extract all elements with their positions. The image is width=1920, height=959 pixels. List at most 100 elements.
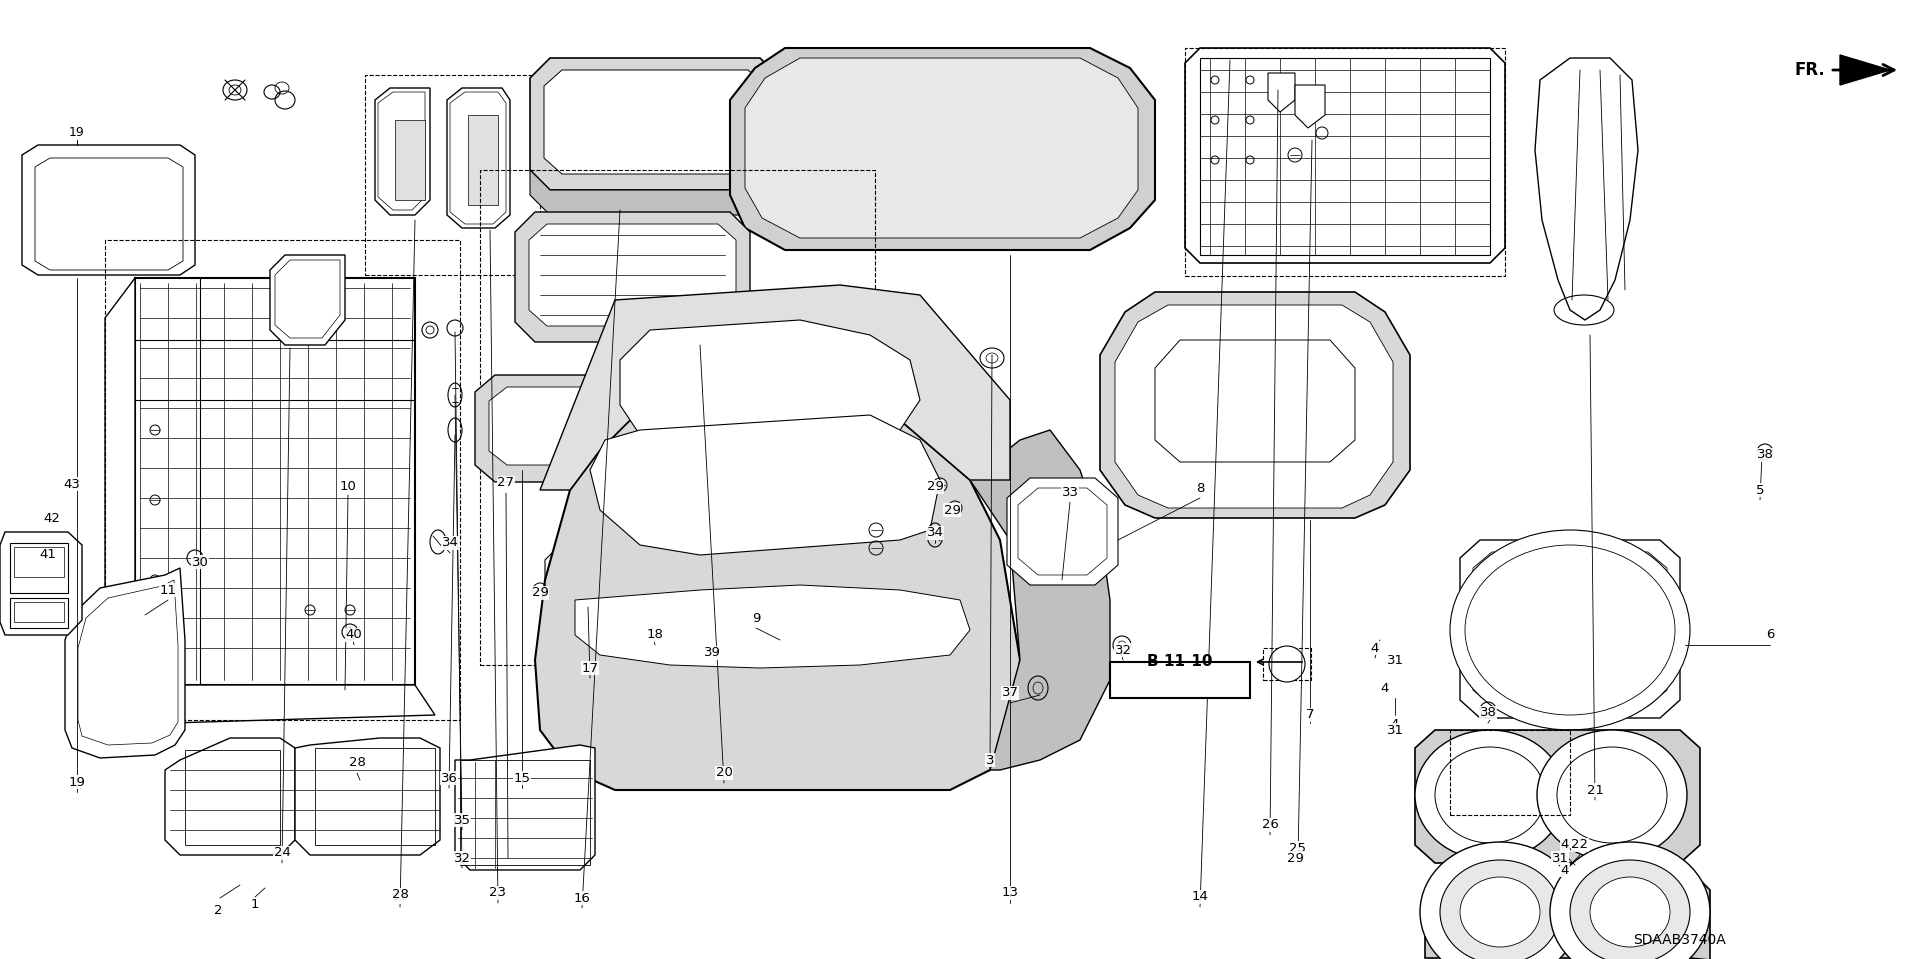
Text: 3: 3 xyxy=(985,754,995,766)
Text: 33: 33 xyxy=(1062,485,1079,499)
Text: 4: 4 xyxy=(1390,718,1400,732)
Bar xyxy=(13,602,63,622)
Text: 29: 29 xyxy=(532,587,549,599)
Text: 41: 41 xyxy=(40,549,56,562)
Polygon shape xyxy=(543,70,766,174)
Text: 8: 8 xyxy=(1196,481,1204,495)
Polygon shape xyxy=(530,224,735,326)
Ellipse shape xyxy=(1549,842,1711,959)
Text: 42: 42 xyxy=(44,511,60,525)
Polygon shape xyxy=(468,115,497,205)
Polygon shape xyxy=(1018,488,1108,575)
Text: 15: 15 xyxy=(513,771,530,784)
Polygon shape xyxy=(447,88,511,228)
Text: 35: 35 xyxy=(453,813,470,827)
Bar xyxy=(1200,58,1490,255)
Polygon shape xyxy=(79,580,179,745)
Text: 19: 19 xyxy=(69,776,84,788)
Text: 34: 34 xyxy=(927,526,943,540)
Polygon shape xyxy=(1473,552,1667,706)
Ellipse shape xyxy=(1459,877,1540,947)
Text: 9: 9 xyxy=(753,612,760,624)
Text: 38: 38 xyxy=(1757,449,1774,461)
Text: 31: 31 xyxy=(1386,723,1404,737)
Text: 5: 5 xyxy=(1755,483,1764,497)
Polygon shape xyxy=(374,88,430,215)
Text: FR.: FR. xyxy=(1795,61,1826,79)
Text: 16: 16 xyxy=(574,892,591,904)
Ellipse shape xyxy=(1415,730,1565,860)
Polygon shape xyxy=(515,212,751,342)
Text: 29: 29 xyxy=(927,480,943,494)
Text: 19: 19 xyxy=(69,127,84,139)
Polygon shape xyxy=(134,278,415,685)
Polygon shape xyxy=(1839,55,1889,85)
Bar xyxy=(480,170,876,665)
Text: 34: 34 xyxy=(442,536,459,550)
Polygon shape xyxy=(65,568,184,758)
Ellipse shape xyxy=(1465,545,1674,715)
Ellipse shape xyxy=(1440,860,1559,959)
Text: 4: 4 xyxy=(1561,863,1569,877)
Polygon shape xyxy=(1156,340,1356,462)
Text: 38: 38 xyxy=(1480,707,1496,719)
Text: 32: 32 xyxy=(453,852,470,864)
Text: 24: 24 xyxy=(273,847,290,859)
Text: 22: 22 xyxy=(1571,838,1588,852)
Polygon shape xyxy=(455,745,595,870)
Text: 12: 12 xyxy=(392,891,409,903)
Polygon shape xyxy=(1294,85,1325,128)
Polygon shape xyxy=(1116,305,1394,508)
Ellipse shape xyxy=(1269,646,1306,682)
Polygon shape xyxy=(574,585,970,668)
Text: SDAAB3740A: SDAAB3740A xyxy=(1634,933,1726,947)
Polygon shape xyxy=(396,120,424,200)
Text: 25: 25 xyxy=(1290,841,1306,854)
Polygon shape xyxy=(553,550,649,603)
Bar xyxy=(1110,662,1250,698)
Bar xyxy=(10,543,67,593)
Polygon shape xyxy=(271,255,346,345)
Polygon shape xyxy=(1267,73,1294,112)
Polygon shape xyxy=(1006,478,1117,585)
Bar xyxy=(1450,730,1571,815)
Text: 11: 11 xyxy=(159,583,177,596)
Text: 37: 37 xyxy=(1002,687,1018,699)
Ellipse shape xyxy=(1421,842,1580,959)
Polygon shape xyxy=(165,738,296,855)
Polygon shape xyxy=(1459,540,1680,718)
Text: 4: 4 xyxy=(1561,838,1569,852)
Polygon shape xyxy=(1185,48,1505,263)
Text: 31: 31 xyxy=(1386,653,1404,667)
Bar xyxy=(13,547,63,577)
Polygon shape xyxy=(21,145,196,275)
Text: 36: 36 xyxy=(440,771,457,784)
Text: 2: 2 xyxy=(213,903,223,917)
Polygon shape xyxy=(678,498,733,540)
Polygon shape xyxy=(106,278,134,725)
Polygon shape xyxy=(664,490,745,550)
Polygon shape xyxy=(275,260,340,338)
Text: 20: 20 xyxy=(716,766,732,780)
Polygon shape xyxy=(540,285,1010,490)
Text: 1: 1 xyxy=(252,899,259,911)
Text: 4: 4 xyxy=(1371,642,1379,654)
Polygon shape xyxy=(490,387,726,465)
Polygon shape xyxy=(745,58,1139,238)
Bar xyxy=(106,240,461,720)
Text: 29: 29 xyxy=(1286,852,1304,864)
Polygon shape xyxy=(530,58,780,190)
Bar xyxy=(184,750,280,845)
Ellipse shape xyxy=(1557,747,1667,843)
Ellipse shape xyxy=(1538,730,1688,860)
Text: 6: 6 xyxy=(1766,628,1774,642)
Text: 39: 39 xyxy=(703,646,720,660)
Bar xyxy=(10,598,67,628)
Bar xyxy=(1185,48,1505,276)
Text: 23: 23 xyxy=(490,886,507,900)
Polygon shape xyxy=(970,430,1110,770)
Text: 14: 14 xyxy=(1192,891,1208,903)
Text: 7: 7 xyxy=(1306,709,1315,721)
Bar xyxy=(315,748,436,845)
Polygon shape xyxy=(449,92,507,224)
